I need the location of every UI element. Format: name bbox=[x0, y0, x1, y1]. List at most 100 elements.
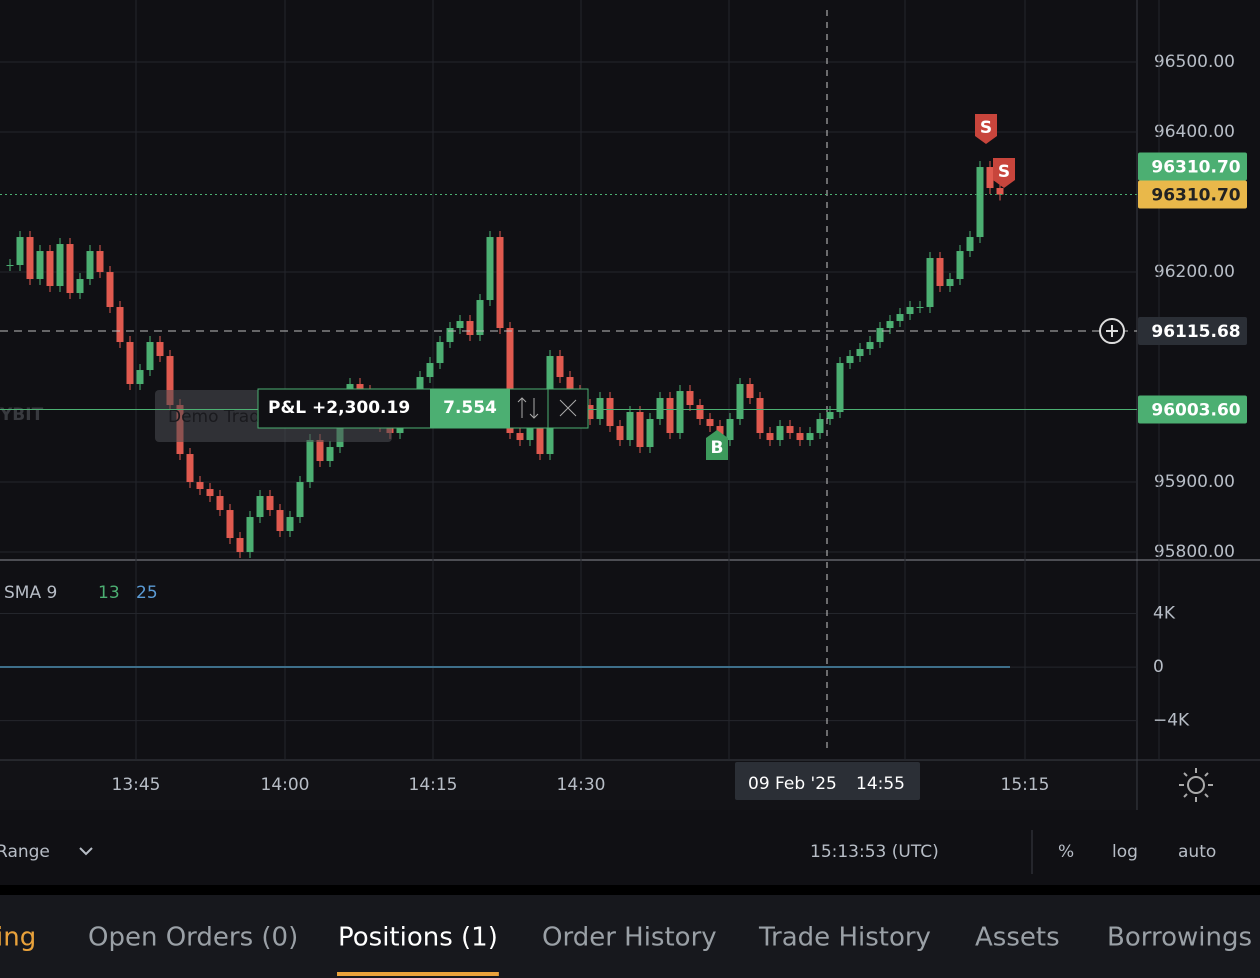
candle bbox=[266, 496, 274, 511]
candle bbox=[596, 398, 604, 420]
candle bbox=[196, 482, 204, 490]
y-tick-label: 0 bbox=[1153, 657, 1164, 677]
candle bbox=[456, 321, 464, 329]
settings-icon[interactable] bbox=[1179, 768, 1213, 802]
candle bbox=[566, 377, 574, 392]
candle bbox=[606, 398, 614, 427]
candle bbox=[216, 496, 224, 511]
candle bbox=[626, 412, 634, 441]
candle bbox=[726, 419, 734, 441]
candle bbox=[536, 419, 544, 455]
tab[interactable]: Assets bbox=[975, 923, 1060, 953]
grid: 95800.00 95900.00 96200.00 96400.00 96500.00… bbox=[0, 0, 1235, 795]
candle bbox=[976, 167, 984, 238]
close-icon[interactable] bbox=[559, 399, 577, 417]
order-box bbox=[257, 388, 589, 429]
candle bbox=[846, 356, 854, 364]
candle bbox=[756, 398, 764, 434]
x-tick-label: 13:45 bbox=[112, 775, 161, 795]
candle bbox=[936, 258, 944, 287]
candle bbox=[76, 279, 84, 294]
candle bbox=[36, 251, 44, 280]
candle bbox=[836, 363, 844, 413]
candle bbox=[236, 538, 244, 553]
trade-marker bbox=[975, 114, 997, 144]
candle bbox=[416, 377, 424, 399]
y-tick-label: 95900.00 bbox=[1154, 472, 1235, 492]
candle bbox=[86, 251, 94, 280]
crosshair-label bbox=[735, 762, 920, 800]
candle bbox=[186, 454, 194, 483]
order-qty-bg bbox=[430, 389, 510, 428]
price-label: 96310.70 bbox=[1151, 186, 1240, 206]
toolbar-option[interactable]: auto bbox=[1178, 842, 1216, 862]
price-lines: 96310.70 96310.70 96115.68 96003.60 bbox=[0, 152, 1247, 424]
price-label-bg bbox=[1138, 180, 1247, 209]
x-axis-bg bbox=[0, 760, 1137, 810]
candle bbox=[826, 412, 834, 420]
y-tick-label: 96200.00 bbox=[1154, 262, 1235, 282]
price-label-bg bbox=[1138, 317, 1247, 346]
trade-markers: S S B bbox=[706, 114, 1015, 460]
candle bbox=[46, 251, 54, 287]
y-tick-label: 4K bbox=[1153, 604, 1176, 624]
candle bbox=[56, 244, 64, 287]
candle bbox=[226, 510, 234, 539]
candle bbox=[766, 433, 774, 441]
candle bbox=[996, 188, 1004, 195]
candle bbox=[476, 300, 484, 336]
candle bbox=[666, 398, 674, 434]
tab[interactable]: Borrowings bbox=[1107, 923, 1252, 953]
tab[interactable]: Order History bbox=[542, 923, 717, 953]
range-chevron[interactable] bbox=[79, 847, 93, 856]
reverse-icon[interactable] bbox=[517, 397, 539, 419]
x-tick-label: 14:00 bbox=[261, 775, 310, 795]
candles bbox=[6, 161, 1004, 559]
candle bbox=[156, 342, 164, 357]
candle bbox=[426, 363, 434, 378]
candle bbox=[686, 391, 694, 406]
add-order-icon bbox=[1106, 325, 1118, 338]
x-tick-label: 15:15 bbox=[1001, 775, 1050, 795]
candle bbox=[926, 258, 934, 308]
candle bbox=[136, 370, 144, 385]
candle bbox=[356, 384, 364, 392]
candle bbox=[586, 405, 594, 420]
trade-marker bbox=[706, 430, 728, 460]
candle bbox=[636, 412, 644, 448]
tab[interactable]: ing bbox=[0, 923, 36, 953]
candle bbox=[956, 251, 964, 280]
crosshair-time: 14:55 bbox=[856, 774, 905, 794]
candle bbox=[656, 398, 664, 420]
range-selector[interactable]: Range bbox=[0, 842, 50, 862]
toolbar-option[interactable]: log bbox=[1112, 842, 1138, 862]
tab[interactable]: Positions (1) bbox=[338, 923, 498, 953]
price-label: 96310.70 bbox=[1151, 158, 1240, 178]
candle bbox=[986, 167, 994, 189]
candle bbox=[276, 510, 284, 532]
toolbar-option[interactable]: % bbox=[1058, 842, 1074, 862]
crosshair-date: 09 Feb '25 bbox=[748, 774, 837, 794]
candle bbox=[676, 391, 684, 434]
candle bbox=[866, 342, 874, 350]
candle bbox=[486, 237, 494, 301]
clock: 15:13:53 (UTC) bbox=[810, 842, 939, 862]
trade-marker-label: S bbox=[980, 118, 992, 138]
candle bbox=[446, 328, 454, 343]
tab[interactable]: Open Orders (0) bbox=[88, 923, 298, 953]
order-pnl: P&L +2,300.19 bbox=[268, 398, 410, 418]
candle bbox=[876, 328, 884, 343]
candle bbox=[946, 279, 954, 287]
y-tick-label: 96400.00 bbox=[1154, 122, 1235, 142]
candle bbox=[526, 419, 534, 441]
candle bbox=[316, 440, 324, 462]
candle bbox=[26, 237, 34, 280]
order-qty: 7.554 bbox=[443, 398, 497, 418]
panel-gap bbox=[0, 885, 1260, 895]
candle bbox=[746, 384, 754, 399]
candle bbox=[696, 405, 704, 420]
candle bbox=[116, 307, 124, 343]
tab[interactable]: Trade History bbox=[758, 923, 931, 953]
